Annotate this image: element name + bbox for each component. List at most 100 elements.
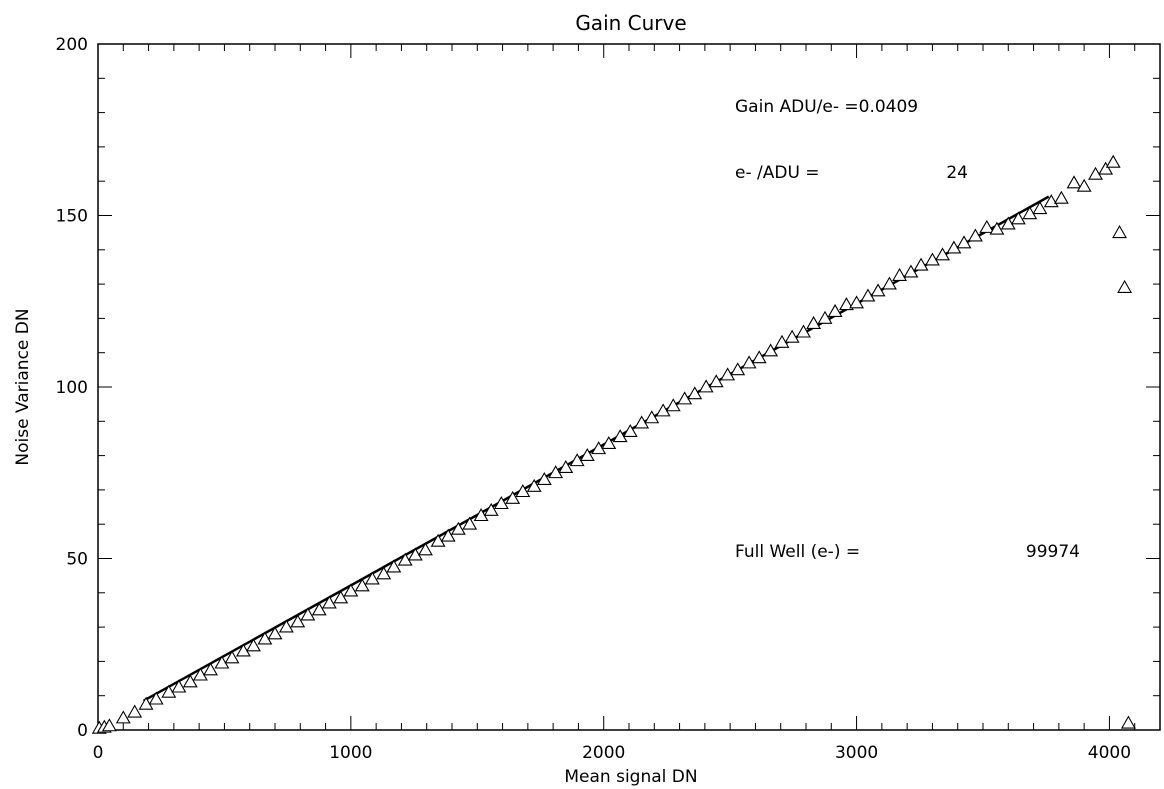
data-point bbox=[903, 264, 919, 278]
data-point bbox=[708, 374, 724, 388]
data-point bbox=[827, 303, 843, 317]
data-point bbox=[881, 276, 897, 290]
data-point bbox=[407, 547, 423, 561]
data-point bbox=[720, 367, 736, 381]
chart-title: Gain Curve bbox=[575, 11, 686, 35]
data-point bbox=[161, 684, 177, 698]
data-point bbox=[839, 297, 854, 311]
data-point bbox=[913, 257, 929, 271]
data-point bbox=[311, 602, 327, 616]
data-point bbox=[300, 607, 316, 621]
data-point bbox=[364, 571, 380, 585]
data-points-layer bbox=[91, 154, 1136, 734]
data-point bbox=[127, 704, 143, 718]
data-point bbox=[267, 626, 283, 640]
data-point bbox=[192, 667, 208, 681]
data-point bbox=[634, 415, 650, 429]
data-point bbox=[601, 435, 617, 450]
data-point bbox=[1098, 161, 1114, 175]
data-point bbox=[644, 410, 660, 424]
data-point bbox=[655, 403, 671, 417]
x-axis-label: Mean signal DN bbox=[564, 767, 697, 787]
data-point bbox=[386, 559, 402, 573]
data-point bbox=[979, 219, 995, 233]
data-point bbox=[290, 614, 306, 628]
full-well-value: 99974 bbox=[1026, 542, 1080, 562]
data-point bbox=[505, 490, 521, 504]
data-point bbox=[418, 542, 433, 556]
data-point bbox=[806, 315, 822, 329]
y-axis-label: Noise Variance DN bbox=[13, 308, 33, 465]
data-point bbox=[224, 650, 240, 664]
data-point bbox=[796, 324, 811, 338]
data-point bbox=[989, 221, 1005, 235]
y-tick-label: 100 bbox=[56, 378, 88, 398]
x-tick-label: 1000 bbox=[329, 743, 372, 763]
x-tick-label: 4000 bbox=[1088, 743, 1131, 763]
data-point bbox=[278, 619, 294, 633]
data-point bbox=[462, 516, 478, 530]
data-point bbox=[440, 528, 456, 542]
data-point bbox=[860, 288, 876, 302]
data-point bbox=[579, 447, 595, 462]
data-point bbox=[376, 566, 392, 580]
data-point bbox=[182, 674, 198, 688]
data-point bbox=[870, 283, 886, 297]
data-point bbox=[730, 362, 746, 376]
data-point bbox=[148, 691, 164, 705]
data-point bbox=[967, 228, 983, 242]
data-point bbox=[677, 391, 693, 405]
e-per-adu-label: e- /ADU = bbox=[735, 163, 820, 183]
axis-tick-labels: 0 1000 2000 3000 4000 0 50 100 150 200 bbox=[56, 35, 1132, 763]
data-point bbox=[101, 718, 117, 732]
data-point bbox=[741, 355, 757, 369]
data-point bbox=[687, 386, 703, 400]
data-point bbox=[343, 583, 359, 597]
y-tick-label: 150 bbox=[56, 207, 88, 227]
data-point bbox=[548, 465, 564, 479]
data-point bbox=[1076, 178, 1092, 192]
data-point bbox=[483, 502, 499, 516]
data-point bbox=[763, 343, 779, 357]
data-point bbox=[354, 578, 370, 592]
data-point bbox=[1120, 715, 1136, 729]
plot-frame bbox=[97, 43, 1161, 731]
data-point bbox=[946, 240, 962, 254]
data-point bbox=[569, 453, 585, 467]
data-point bbox=[493, 496, 509, 510]
data-point bbox=[558, 459, 574, 474]
data-point bbox=[935, 247, 950, 261]
data-point bbox=[751, 350, 767, 364]
data-point bbox=[1000, 216, 1016, 230]
data-point bbox=[1066, 175, 1082, 189]
data-point bbox=[138, 696, 154, 710]
e-per-adu-value: 24 bbox=[946, 163, 968, 183]
data-point bbox=[1032, 201, 1048, 215]
data-point bbox=[430, 533, 446, 547]
x-tick-label: 0 bbox=[93, 743, 104, 763]
y-tick-label: 200 bbox=[56, 35, 88, 55]
data-point bbox=[784, 329, 800, 343]
data-point bbox=[333, 590, 349, 604]
full-well-label: Full Well (e-) = bbox=[735, 542, 860, 562]
data-point bbox=[536, 472, 552, 486]
data-point bbox=[622, 423, 638, 438]
data-point bbox=[849, 295, 865, 309]
data-point bbox=[817, 310, 833, 324]
data-point bbox=[1088, 166, 1103, 180]
x-tick-label: 2000 bbox=[582, 743, 625, 763]
data-point bbox=[591, 441, 607, 455]
data-point bbox=[612, 429, 628, 443]
data-point bbox=[1010, 211, 1026, 225]
x-tick-label: 3000 bbox=[835, 743, 878, 763]
y-tick-label: 50 bbox=[66, 550, 88, 570]
data-point bbox=[515, 484, 531, 498]
data-point bbox=[526, 478, 542, 492]
data-point bbox=[214, 655, 230, 669]
data-point bbox=[257, 631, 273, 645]
data-point bbox=[235, 643, 251, 657]
data-point bbox=[450, 521, 466, 535]
data-point bbox=[203, 662, 218, 676]
data-point bbox=[1105, 154, 1121, 168]
data-point bbox=[1053, 190, 1069, 204]
